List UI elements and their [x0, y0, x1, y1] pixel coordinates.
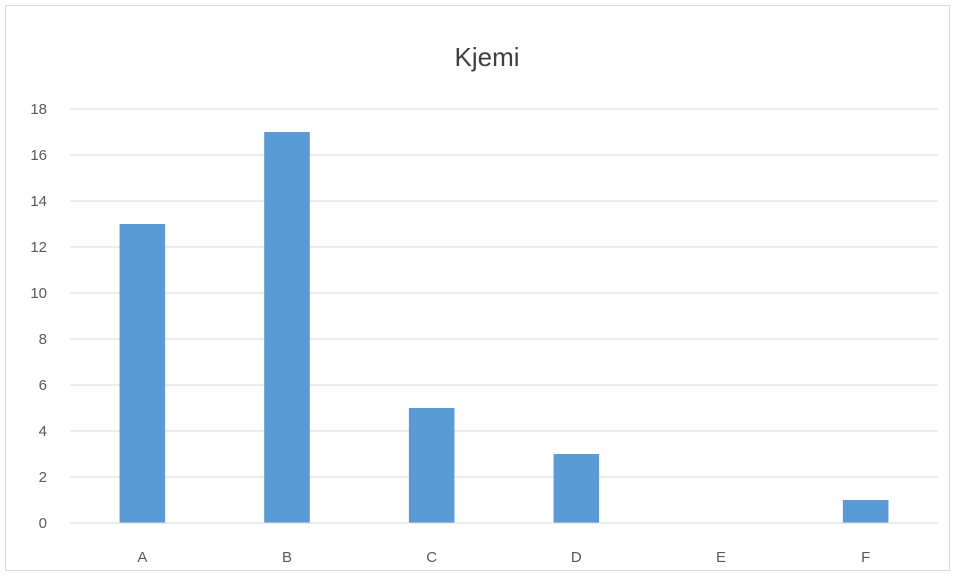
- bar-A: [120, 224, 166, 523]
- x-tick-label: B: [282, 549, 292, 566]
- y-tick-label: 2: [39, 469, 47, 486]
- y-tick-label: 18: [30, 101, 47, 118]
- bar-F: [843, 500, 889, 523]
- y-tick-label: 10: [30, 285, 47, 302]
- y-tick-label: 12: [30, 239, 47, 256]
- bars: [120, 132, 889, 523]
- chart-title: Kjemi: [454, 42, 519, 72]
- bar-B: [264, 132, 310, 523]
- y-tick-label: 8: [39, 331, 47, 348]
- x-axis-tick-labels: A B C D E F: [137, 549, 870, 566]
- x-tick-label: A: [137, 549, 147, 566]
- x-tick-label: D: [571, 549, 582, 566]
- x-tick-label: E: [716, 549, 726, 566]
- y-tick-label: 4: [39, 423, 47, 440]
- y-tick-label: 6: [39, 377, 47, 394]
- y-axis-tick-labels: 0 2 4 6 8 10 12 14 16 18: [30, 101, 47, 532]
- gridlines: [70, 109, 938, 477]
- y-tick-label: 14: [30, 193, 47, 210]
- x-tick-label: C: [426, 549, 437, 566]
- y-tick-label: 16: [30, 147, 47, 164]
- x-tick-label: F: [861, 549, 870, 566]
- bar-C: [409, 408, 455, 523]
- y-tick-label: 0: [39, 515, 47, 532]
- bar-D: [554, 454, 600, 523]
